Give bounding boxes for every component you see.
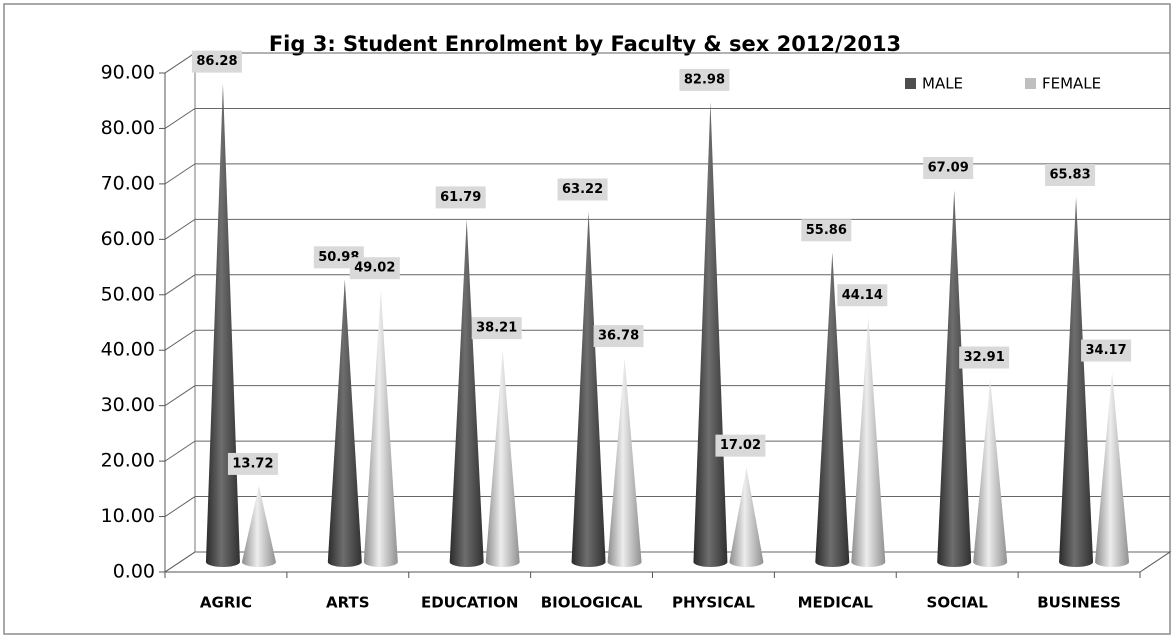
data-label-bg [715,434,766,457]
data-label-bg [349,257,400,280]
data-label: 49.02 [354,261,395,276]
data-label: 36.78 [598,329,639,344]
x-tick-label: BIOLOGICAL [541,594,643,612]
legend-swatch [905,78,916,89]
data-label-bg [923,157,974,180]
data-label: 65.83 [1050,168,1091,183]
data-label-bg [679,68,730,91]
y-tick-label: 80.00 [101,117,155,139]
cone-body [973,379,1008,567]
data-label: 82.98 [684,72,725,87]
cone: 44.14 [837,284,888,567]
cone: 32.91 [959,346,1010,567]
back-wall [164,52,196,573]
legend-label: MALE [922,75,963,93]
y-tick-label: 0.00 [113,561,155,583]
grid-line [164,274,1170,296]
data-label: 50.98 [318,250,359,265]
data-label-bg [959,346,1010,369]
data-label: 34.17 [1086,343,1127,358]
data-label: 55.86 [806,223,847,238]
cone-body [363,290,398,567]
x-tick-label: PHYSICAL [672,594,755,612]
cone: 13.72 [227,452,278,567]
cone: 34.17 [1081,339,1132,567]
cone: 86.28 [191,50,242,567]
cone-body [327,279,362,567]
legend-swatch [1025,78,1036,89]
cone-body [485,350,520,567]
data-label-bg [1045,164,1096,187]
cone-body [729,467,764,567]
cone-body [205,83,240,567]
cone: 63.22 [557,178,608,567]
data-label-bg [801,219,852,242]
y-tick-label: 10.00 [101,505,155,527]
cone-body [571,211,606,567]
cone-body [815,252,850,567]
grid-line [164,329,1170,351]
cone-body [1095,372,1130,567]
data-label-bg [1081,339,1132,362]
cone-body [937,190,972,567]
cone-body [851,317,886,567]
cone: 49.02 [349,257,400,567]
x-tick-label: ARTS [326,594,370,612]
x-tick-label: EDUCATION [421,594,518,612]
data-label: 32.91 [964,350,1005,365]
data-label-bg [471,317,522,340]
cone: 61.79 [435,186,486,567]
data-label-bg [227,452,278,475]
data-label: 63.22 [562,182,603,197]
data-label-bg [435,186,486,209]
data-label-bg [837,284,888,307]
data-label: 86.28 [196,54,237,69]
data-label-bg [557,178,608,201]
grid-line [164,163,1170,185]
y-tick-label: 30.00 [101,394,155,416]
data-label-bg [191,50,242,73]
x-tick-label: BUSINESS [1037,594,1121,612]
data-label: 38.21 [476,321,517,336]
x-tick-label: SOCIAL [927,594,989,612]
y-tick-label: 40.00 [101,339,155,361]
data-label: 61.79 [440,190,481,205]
data-label: 13.72 [232,456,273,471]
cone: 65.83 [1045,164,1096,567]
y-tick-label: 60.00 [101,228,155,250]
data-label: 44.14 [842,288,883,303]
data-label: 67.09 [928,161,969,176]
floor [163,551,1172,573]
cone-body [607,358,642,567]
cone-body [241,485,276,567]
y-tick-label: 90.00 [101,62,155,84]
data-label-bg [593,325,644,348]
x-tick-label: AGRIC [200,594,252,612]
cone: 38.21 [471,317,522,567]
x-tick-label: MEDICAL [798,594,874,612]
chart-title: Fig 3: Student Enrolment by Faculty & se… [269,32,901,56]
cone: 17.02 [715,434,766,567]
grid-line [164,107,1170,129]
y-tick-label: 20.00 [101,450,155,472]
cone: 36.78 [593,325,644,567]
y-tick-label: 50.00 [101,283,155,305]
cone-body [449,219,484,567]
grid-line [164,385,1170,407]
legend-label: FEMALE [1042,75,1101,93]
cone-body [1059,197,1094,567]
cone: 67.09 [923,157,974,567]
y-tick-label: 70.00 [101,172,155,194]
data-label: 17.02 [720,438,761,453]
grid-line [164,440,1170,462]
cone: 55.86 [801,219,852,567]
